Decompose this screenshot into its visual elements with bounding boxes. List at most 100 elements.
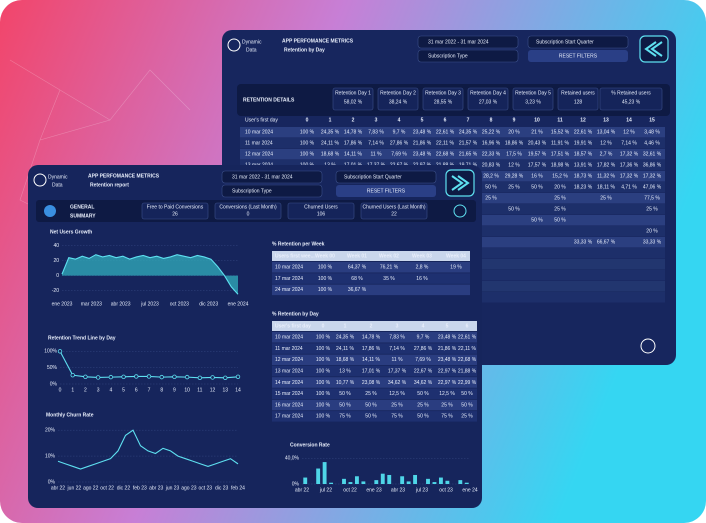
table-cell: 22,61 %: [436, 130, 455, 136]
kpi-label: Retention Day 1: [335, 90, 371, 96]
table-cell: 14 mar 2024: [275, 380, 303, 386]
subtitle: Retention report: [90, 182, 129, 188]
table-row: [272, 365, 477, 377]
back-nav-button[interactable]: [639, 35, 669, 63]
table-cell: 77,5 %: [644, 196, 660, 202]
table-cell: 100 %: [318, 265, 333, 271]
point: [210, 375, 215, 380]
kpi-value: 128: [574, 99, 583, 105]
table-header-row: [272, 251, 470, 261]
x-tick-label: 14: [235, 387, 241, 393]
filter-dropdown[interactable]: [335, 170, 437, 184]
front-nav-button[interactable]: [445, 169, 475, 197]
y-tick-label: 100%: [44, 349, 57, 355]
table-cell: 50 %: [531, 218, 543, 224]
filter-dropdown[interactable]: [527, 35, 629, 49]
table-cell: 14,78 %: [344, 130, 363, 136]
filter: Subscription Type: [232, 188, 272, 194]
filter: Subscription Type: [428, 53, 468, 59]
reset-button[interactable]: [336, 185, 436, 197]
filter-dropdown[interactable]: [221, 184, 323, 198]
table-cell: 15 mar 2024: [275, 391, 303, 397]
table-cell: 13 %: [339, 369, 351, 375]
kpi-card: [287, 202, 355, 220]
kpi-label: Retention Day 5: [515, 90, 551, 96]
table-cell: 17,32 %: [643, 174, 662, 180]
x-tick-label: 7: [148, 387, 151, 393]
x-tick-label: 13: [223, 387, 229, 393]
table-cell: 100 %: [300, 141, 315, 147]
table-cell: 22,68 %: [436, 152, 455, 158]
y-tick-label: 40: [53, 243, 59, 249]
column-header: 5: [446, 323, 449, 329]
point: [159, 374, 164, 380]
table-cell: 17,86 %: [362, 346, 381, 352]
x-tick-label: jul 2023: [140, 301, 159, 307]
section-title: GENERAL: [70, 204, 94, 210]
table-cell: 21,57 %: [459, 141, 478, 147]
x-tick-label: 2: [84, 387, 87, 393]
kpi-label: Churned Users (Last Month): [362, 204, 425, 210]
line: [61, 254, 239, 295]
table-cell: 14,11 %: [344, 152, 363, 158]
column-header: 13: [603, 117, 609, 123]
table-cell: 23,48 %: [438, 335, 457, 341]
table-cell: 18,11 %: [597, 185, 616, 191]
date-range: 31 mar 2022 - 31 mar 2024: [232, 174, 293, 180]
table-cell: 29,28 %: [505, 174, 524, 180]
kpi-card: [599, 87, 663, 111]
x-tick-label: 6: [135, 387, 138, 393]
table-cell: 25 %: [646, 207, 658, 213]
column-header: Week 03: [412, 253, 432, 259]
kpi-card: [512, 87, 554, 111]
kpi-card: [214, 202, 282, 220]
table-cell: 23,48 %: [413, 152, 432, 158]
table-row: [272, 343, 477, 354]
kpi-label: % Retained users: [611, 90, 651, 96]
column-header: 12: [580, 117, 586, 123]
kpi-value: 28,55 %: [434, 99, 453, 105]
bar: [374, 480, 379, 484]
kpi-value: 22: [391, 211, 397, 217]
line: [57, 429, 239, 470]
title: APP PERFOMANCE METRICS: [282, 38, 354, 44]
section-title: RETENTION DETAILS: [243, 97, 295, 103]
chart-title: Net Users Growth: [50, 229, 92, 235]
filter-dropdown[interactable]: [417, 49, 519, 63]
table-cell: 24 mar 2024: [275, 287, 303, 293]
table-cell: 100 %: [318, 287, 333, 293]
x-tick-label: 3: [97, 387, 100, 393]
point: [223, 375, 228, 380]
date-dropdown[interactable]: [417, 35, 519, 49]
point: [146, 374, 152, 379]
reset-button[interactable]: [528, 50, 628, 62]
date-dropdown[interactable]: [221, 170, 323, 184]
table-cell: 17,51 %: [551, 152, 570, 158]
table-cell: 16 %: [416, 276, 428, 282]
table-cell: 18,68 %: [321, 152, 340, 158]
bar: [361, 481, 366, 484]
table-cell: 18,98 %: [551, 163, 570, 169]
x-tick-label: oct 23: [198, 485, 212, 491]
x-tick-label: 1: [71, 387, 74, 393]
table-cell: 24,11 %: [336, 346, 355, 352]
bar: [329, 482, 334, 484]
table-cell: 17,32 %: [620, 174, 639, 180]
column-header: 2: [352, 117, 355, 123]
column-header: 4: [398, 117, 401, 123]
x-tick-label: 11: [197, 387, 202, 393]
table-cell: 24,35 %: [336, 335, 355, 341]
prev-button[interactable]: [453, 204, 467, 218]
bar: [432, 482, 437, 484]
table-cell: 50 %: [339, 391, 351, 397]
table-cell: 25,22 %: [482, 130, 501, 136]
table-cell: 50 %: [365, 402, 377, 408]
table-cell: 100 %: [316, 357, 331, 363]
table-cell: 11 %: [391, 357, 403, 363]
x-tick-label: dic 23: [215, 485, 229, 491]
table-cell: 27,86 %: [414, 346, 433, 352]
bar: [458, 480, 463, 484]
y-tick-label: 10%: [45, 453, 56, 459]
x-tick-label: 10: [184, 387, 190, 393]
brand: Data: [246, 47, 257, 53]
